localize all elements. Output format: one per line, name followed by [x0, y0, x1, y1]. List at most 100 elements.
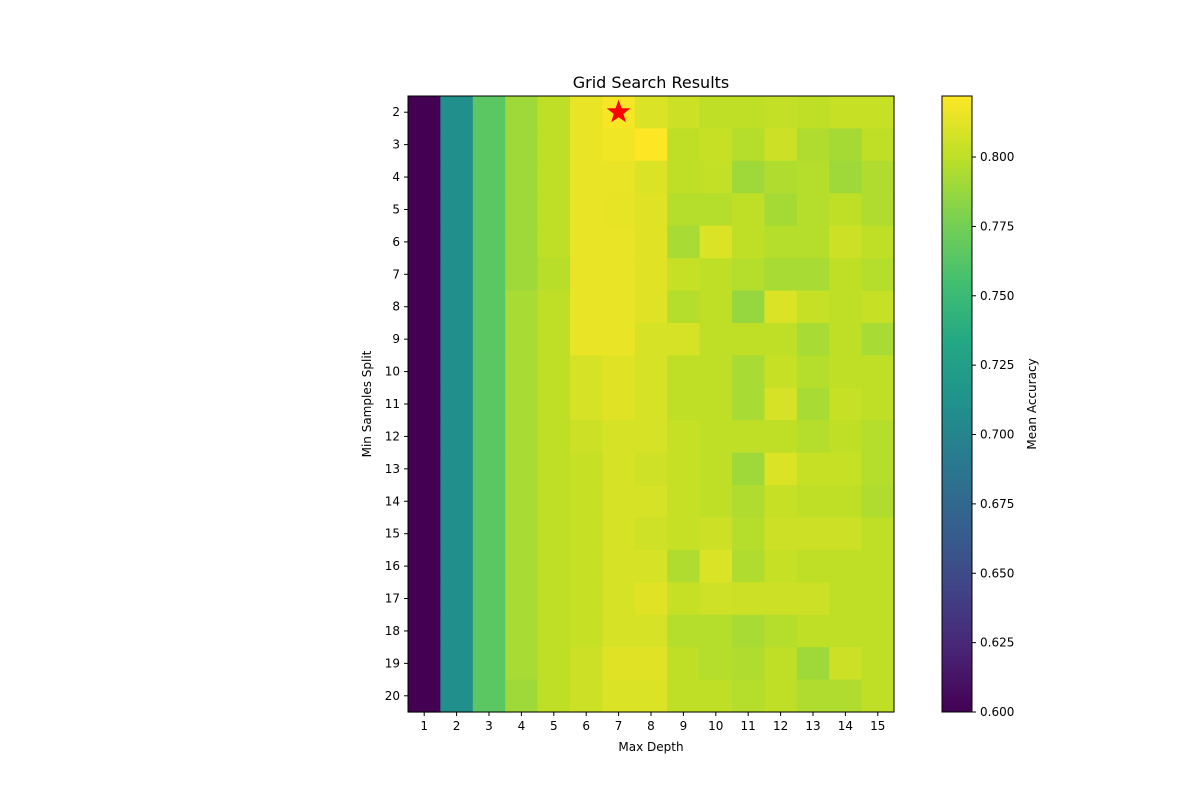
- heatmap-cell: [472, 614, 506, 648]
- y-tick-label: 20: [385, 689, 400, 703]
- heatmap-cell: [764, 355, 798, 389]
- heatmap-cell: [440, 452, 474, 486]
- heatmap-cell: [570, 614, 603, 648]
- heatmap-cell: [667, 387, 701, 421]
- heatmap-cell: [829, 420, 863, 454]
- heatmap-cell: [602, 290, 636, 324]
- heatmap-cell: [667, 160, 701, 194]
- y-tick-label: 15: [385, 527, 400, 541]
- heatmap-cell: [764, 485, 798, 519]
- heatmap-cell: [732, 225, 765, 259]
- heatmap-cell: [602, 549, 636, 583]
- heatmap-cell: [829, 355, 863, 389]
- heatmap-cell: [861, 355, 895, 389]
- heatmap-cell: [570, 420, 603, 454]
- heatmap-cell: [796, 160, 830, 194]
- heatmap-cell: [440, 549, 474, 583]
- y-tick-label: 18: [385, 624, 400, 638]
- x-tick-label: 12: [773, 719, 788, 733]
- x-tick-label: 13: [805, 719, 820, 733]
- heatmap-cell: [861, 420, 895, 454]
- heatmap-cell: [505, 485, 539, 519]
- heatmap-cell: [440, 160, 474, 194]
- heatmap-cell: [732, 614, 765, 648]
- heatmap-cell: [505, 355, 539, 389]
- heatmap-cell: [829, 322, 863, 356]
- heatmap-cell: [667, 517, 701, 551]
- heatmap-cell: [602, 647, 636, 681]
- heatmap-cell: [570, 679, 603, 713]
- heatmap-cell: [796, 647, 830, 681]
- heatmap-cell: [537, 420, 571, 454]
- heatmap-cell: [505, 517, 539, 551]
- heatmap-cell: [634, 128, 668, 162]
- heatmap-cell: [570, 485, 603, 519]
- heatmap-cell: [440, 485, 474, 519]
- y-tick-label: 7: [392, 267, 400, 281]
- heatmap-cell: [667, 420, 701, 454]
- heatmap-cell: [796, 355, 830, 389]
- heatmap-cell: [570, 225, 603, 259]
- heatmap-cell: [667, 128, 701, 162]
- heatmap-cell: [732, 193, 765, 227]
- heatmap-cell: [796, 549, 830, 583]
- heatmap-cell: [699, 258, 733, 292]
- heatmap-cell: [764, 517, 798, 551]
- heatmap-cell: [505, 160, 539, 194]
- heatmap-cell: [505, 290, 539, 324]
- x-tick-label: 4: [518, 719, 526, 733]
- heatmap-cell: [764, 452, 798, 486]
- heatmap-cell: [408, 387, 441, 421]
- heatmap-cell: [667, 549, 701, 583]
- heatmap-cell: [408, 225, 441, 259]
- heatmap-cell: [667, 614, 701, 648]
- heatmap-cell: [408, 160, 441, 194]
- heatmap-cell: [440, 290, 474, 324]
- heatmap-cell: [408, 258, 441, 292]
- heatmap-cell: [796, 517, 830, 551]
- heatmap-cell: [570, 290, 603, 324]
- heatmap-cell: [699, 679, 733, 713]
- heatmap-cell: [472, 582, 506, 616]
- heatmap-cell: [408, 549, 441, 583]
- y-tick-label: 10: [385, 365, 400, 379]
- heatmap-cell: [699, 96, 733, 130]
- heatmap-cell: [472, 128, 506, 162]
- heatmap-cell: [505, 96, 539, 130]
- heatmap-cell: [764, 258, 798, 292]
- heatmap-cell: [440, 258, 474, 292]
- heatmap-cell: [472, 517, 506, 551]
- x-tick-label: 3: [485, 719, 493, 733]
- heatmap-cell: [570, 647, 603, 681]
- heatmap-cell: [602, 128, 636, 162]
- heatmap-cell: [602, 160, 636, 194]
- heatmap-cell: [764, 679, 798, 713]
- heatmap-cell: [829, 387, 863, 421]
- colorbar-ticks: 0.600 0.625 0.650 0.675 0.700 0.725 0.750 0.775…: [972, 150, 1014, 719]
- heatmap-cell: [861, 160, 895, 194]
- y-tick-label: 16: [385, 559, 400, 573]
- x-tick-label: 15: [870, 719, 885, 733]
- heatmap-cell: [796, 420, 830, 454]
- heatmap-cell: [570, 452, 603, 486]
- heatmap-cell: [699, 355, 733, 389]
- colorbar-tick-label: 0.800: [980, 150, 1014, 164]
- heatmap-cell: [667, 193, 701, 227]
- heatmap-cell: [440, 679, 474, 713]
- heatmap-cell: [408, 290, 441, 324]
- heatmap-cell: [537, 258, 571, 292]
- heatmap-cell: [505, 582, 539, 616]
- heatmap-cell: [764, 160, 798, 194]
- heatmap-cell: [699, 582, 733, 616]
- x-axis-ticks: 1 2 3 4 5 6 7 8 9 10 11 12 13 14 15: [420, 712, 885, 733]
- heatmap-cell: [472, 193, 506, 227]
- heatmap-cell: [634, 355, 668, 389]
- colorbar-tick-label: 0.650: [980, 566, 1014, 580]
- heatmap-cell: [829, 96, 863, 130]
- y-tick-label: 17: [385, 592, 400, 606]
- heatmap-cell: [667, 322, 701, 356]
- colorbar-tick-label: 0.750: [980, 289, 1014, 303]
- heatmap-cell: [699, 387, 733, 421]
- y-axis-title: Min Samples Split: [360, 350, 374, 457]
- heatmap-cell: [732, 517, 765, 551]
